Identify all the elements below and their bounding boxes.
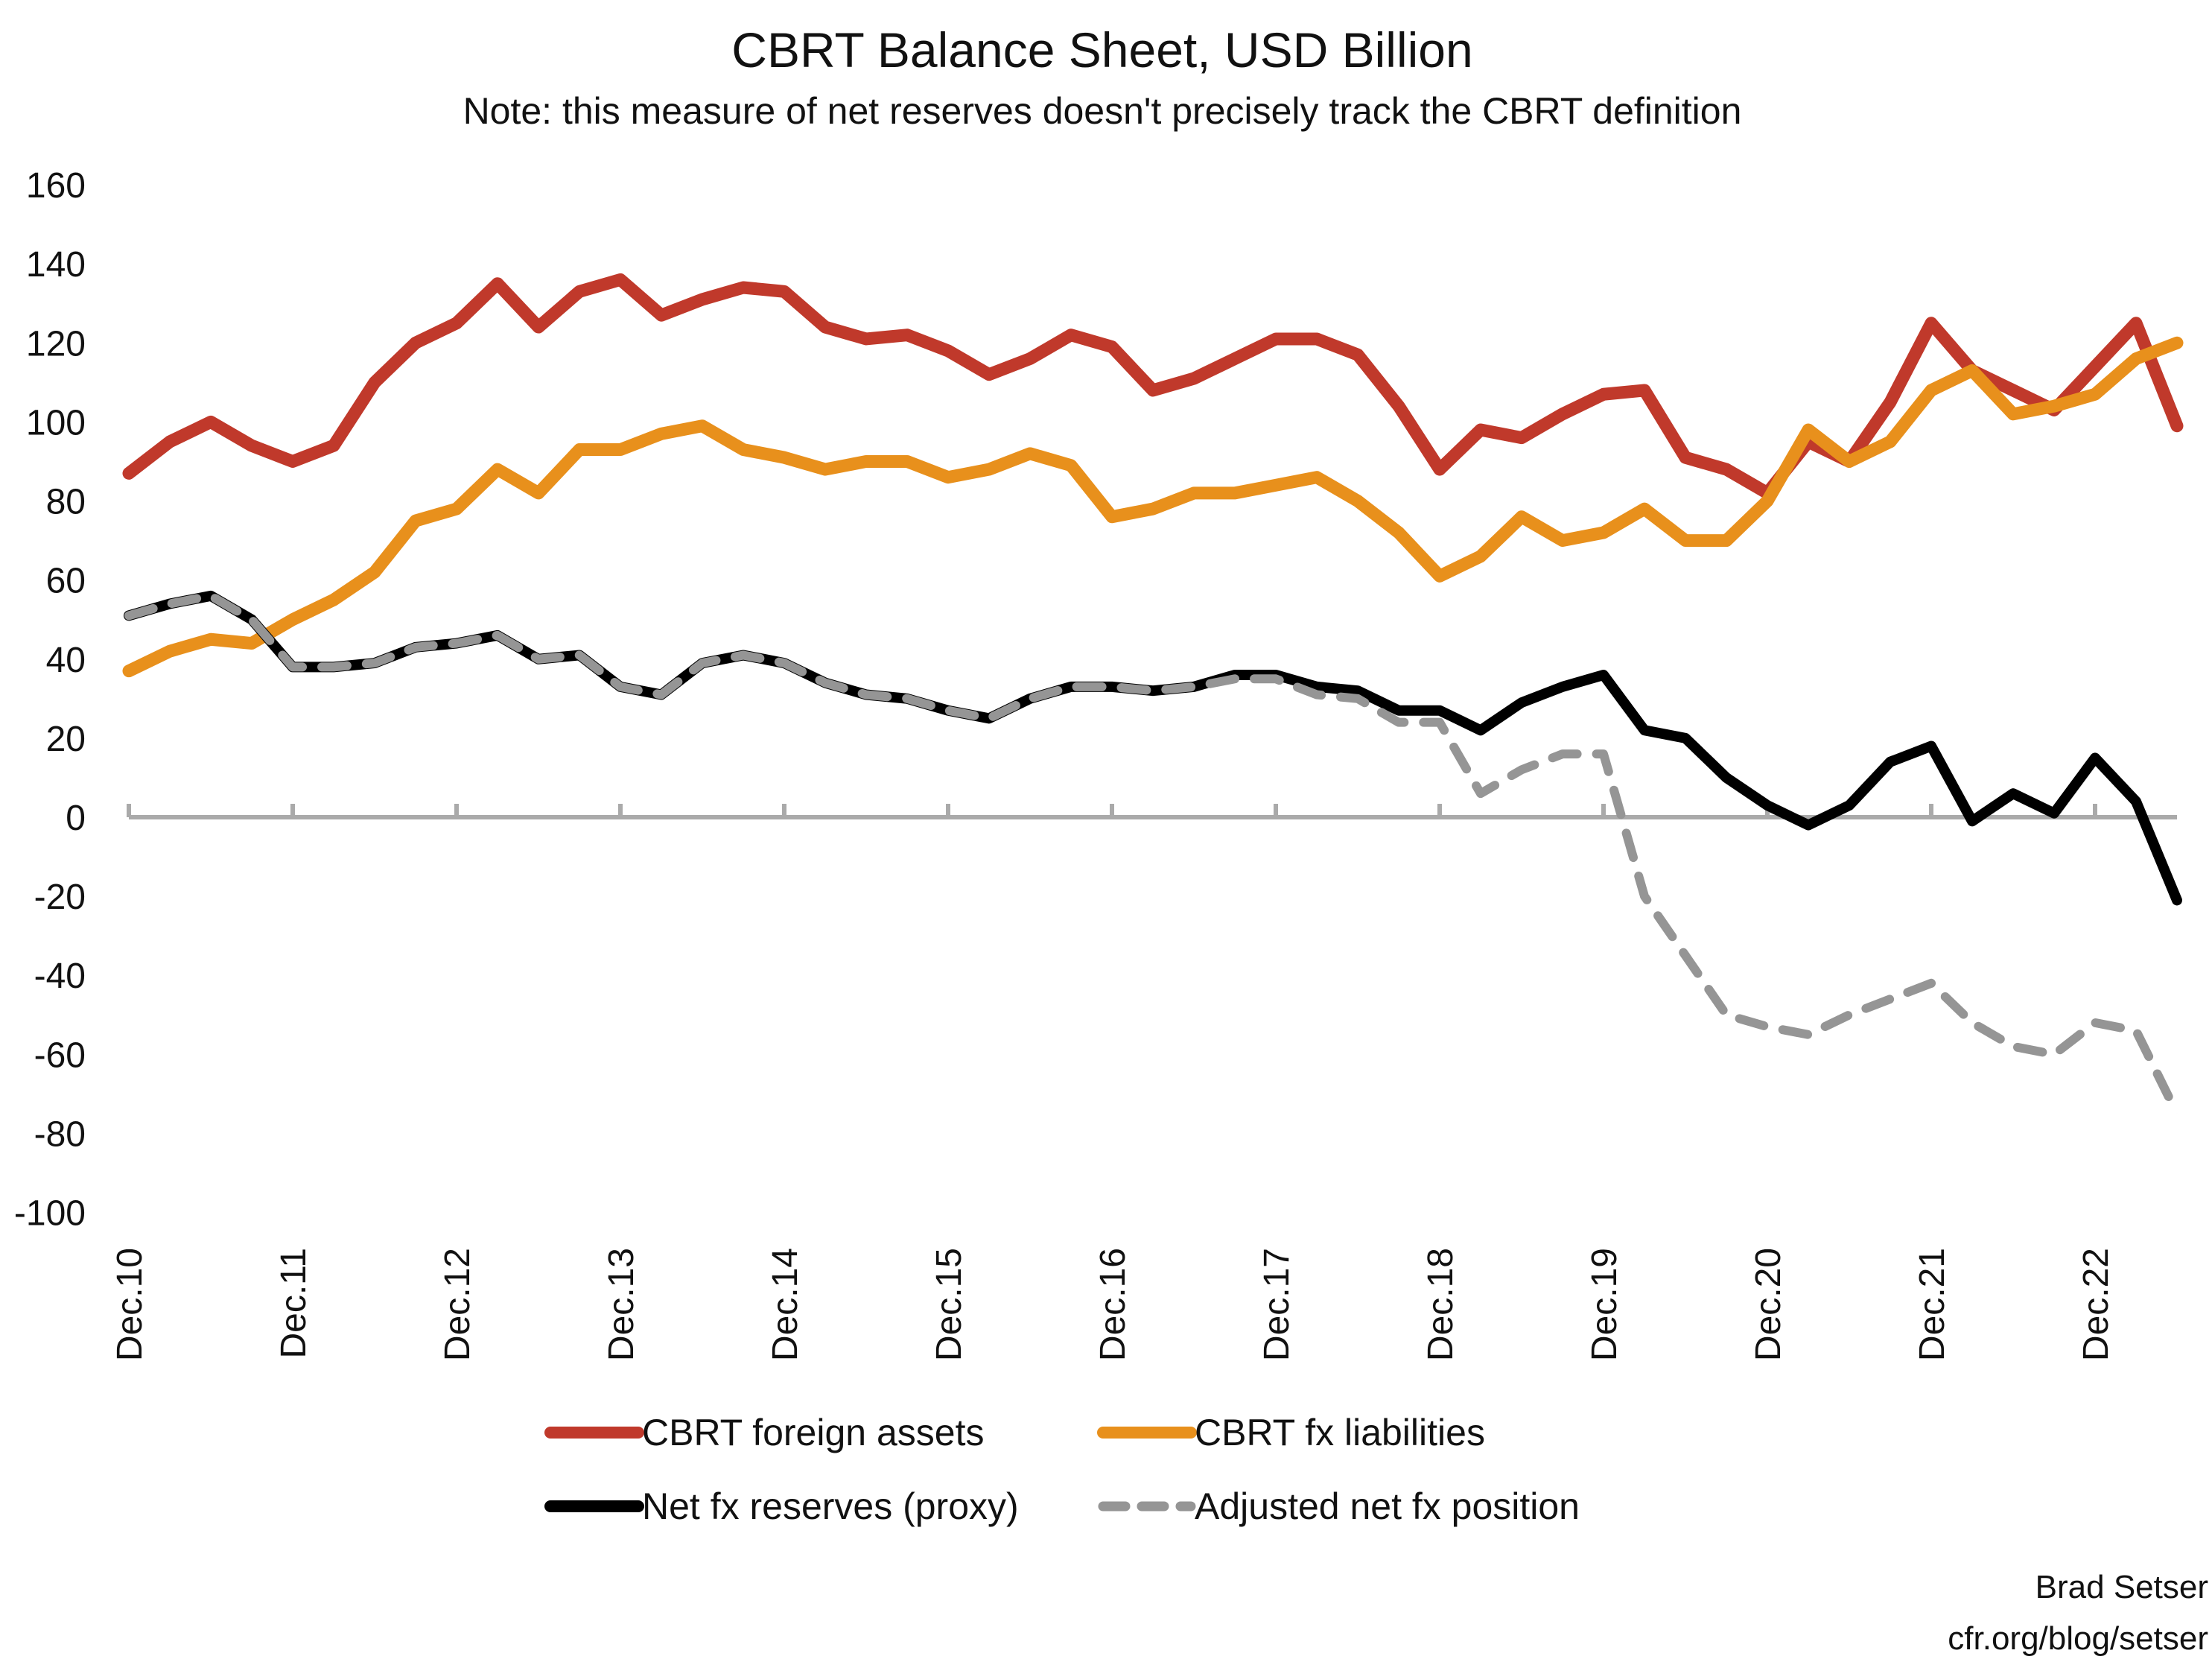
plot-area bbox=[122, 273, 2184, 1118]
x-tick-label: Dec.22 bbox=[2076, 1248, 2116, 1361]
chart-title: CBRT Balance Sheet, USD Billion bbox=[731, 22, 1472, 77]
series-line-1 bbox=[122, 273, 2184, 500]
y-tick-label: 100 bbox=[26, 403, 86, 443]
y-tick-label: -60 bbox=[34, 1035, 86, 1075]
credit-author: Brad Setser bbox=[2035, 1569, 2208, 1605]
x-tick-label: Dec.17 bbox=[1257, 1248, 1297, 1361]
y-tick-label: 0 bbox=[66, 799, 86, 838]
y-tick-label: 80 bbox=[46, 483, 86, 522]
legend-label: Net fx reserves (proxy) bbox=[642, 1485, 1019, 1527]
x-tick-label: Dec.21 bbox=[1913, 1248, 1952, 1361]
x-tick-label: Dec.19 bbox=[1585, 1248, 1624, 1361]
x-tick-label: Dec.20 bbox=[1749, 1248, 1788, 1361]
y-tick-label: 20 bbox=[46, 720, 86, 759]
x-tick-label: Dec.10 bbox=[110, 1248, 150, 1361]
legend: CBRT foreign assets CBRT fx liabilities Ne… bbox=[544, 1412, 1580, 1527]
legend-label: CBRT fx liabilities bbox=[1195, 1412, 1485, 1453]
x-tick-label: Dec.14 bbox=[766, 1248, 805, 1361]
y-tick-label: -20 bbox=[34, 878, 86, 917]
x-tick-label: Dec.18 bbox=[1421, 1248, 1461, 1361]
y-tick-label: 40 bbox=[46, 641, 86, 680]
y-tick-label: 160 bbox=[26, 166, 86, 206]
legend-label: CBRT foreign assets bbox=[642, 1412, 984, 1453]
y-tick-label: 140 bbox=[26, 245, 86, 285]
chart-subtitle: Note: this measure of net reserves doesn… bbox=[463, 90, 1742, 132]
x-tick-label: Dec.12 bbox=[438, 1248, 477, 1361]
x-tick-label: Dec.15 bbox=[929, 1248, 969, 1361]
y-tick-label: 60 bbox=[46, 562, 86, 601]
legend-label: Adjusted net fx position bbox=[1195, 1485, 1580, 1527]
x-axis: Dec.10 Dec.11 Dec.12 Dec.13 Dec.14 Dec.15 Dec.… bbox=[110, 804, 2177, 1361]
credit-source: cfr.org/blog/setser bbox=[1948, 1620, 2208, 1657]
y-tick-label: -80 bbox=[34, 1114, 86, 1154]
x-tick-label: Dec.16 bbox=[1093, 1248, 1133, 1361]
y-tick-label: 120 bbox=[26, 324, 86, 364]
y-axis: 160 140 120 100 80 60 40 20 0 -20 -40 -60 -80 -100 bbox=[14, 166, 86, 1234]
x-tick-label: Dec.13 bbox=[602, 1248, 641, 1361]
x-tick-label: Dec.11 bbox=[274, 1248, 314, 1359]
y-tick-label: -40 bbox=[34, 957, 86, 996]
series-line-4 bbox=[124, 591, 2181, 1118]
y-tick-label: -100 bbox=[14, 1194, 86, 1234]
series-line-3 bbox=[124, 590, 2182, 906]
